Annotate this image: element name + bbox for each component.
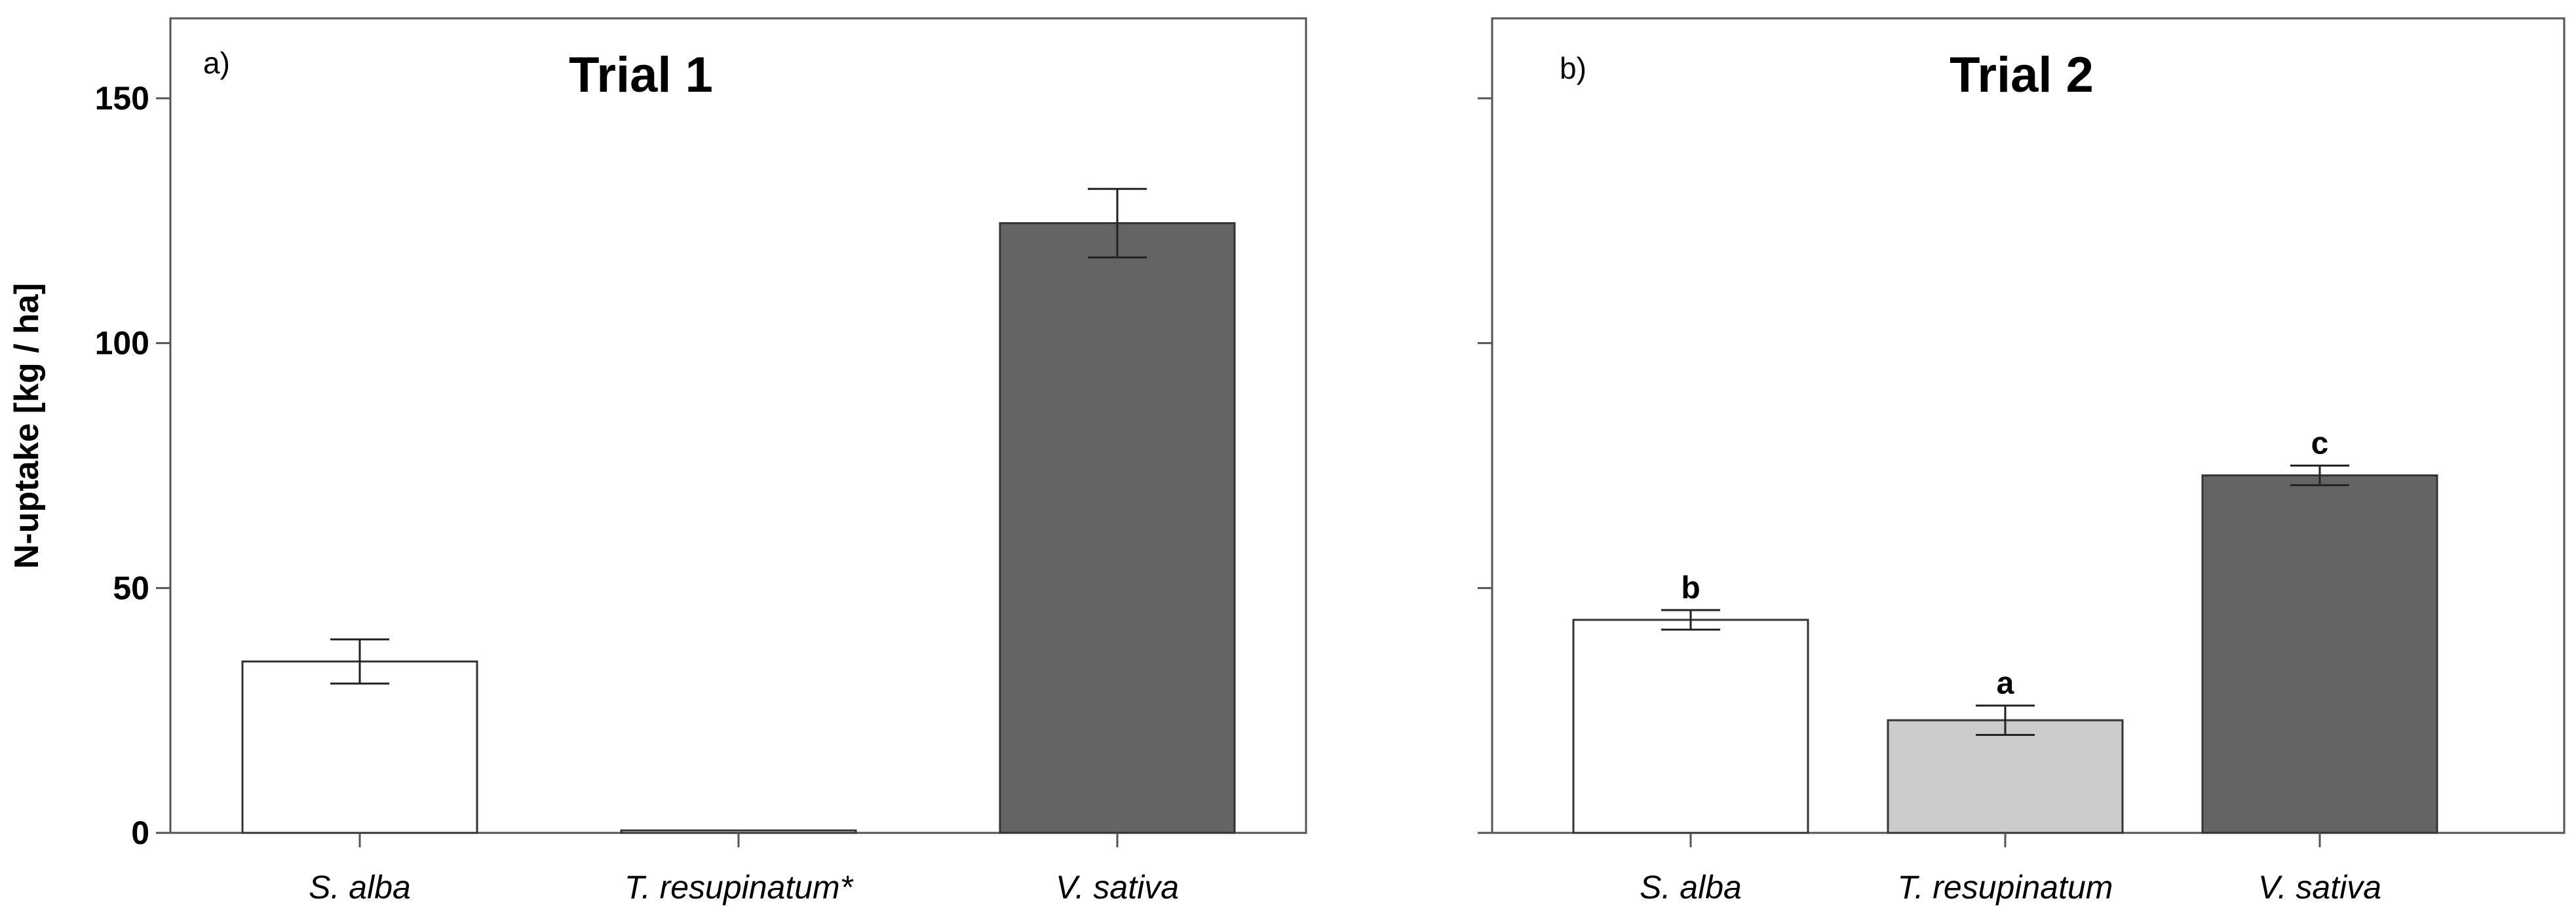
panel-a-title: Trial 1 [569, 47, 713, 103]
panel-a-y-ticks: 0 50 100 150 [95, 80, 170, 851]
bar-s-alba [241, 660, 478, 834]
category-label: V. sativa [2258, 869, 2381, 906]
y-tick-label: 50 [113, 569, 149, 606]
panel-a-category-labels: S. alba T. resupinatum* V. sativa [309, 833, 1179, 906]
panel-b-y-ticks [1478, 97, 1492, 834]
bar-s-alba [1572, 619, 1809, 834]
category-label: T. resupinatum [1898, 869, 2113, 906]
category-label: S. alba [309, 869, 411, 906]
panel-a-label: a) [203, 46, 230, 80]
panel-b-label: b) [1560, 51, 1586, 85]
panel-a-trial-1: a) Trial 1 0 50 100 150 S. alba T. resupinat… [95, 17, 1307, 906]
error-bar [2290, 465, 2349, 486]
panel-b-trial-2: b) Trial 2 b a c S. alba T. resupinatum V. s… [1478, 17, 2566, 906]
category-label: S. alba [1640, 869, 1742, 906]
category-label: T. resupinatum* [625, 869, 854, 906]
significance-label: c [2311, 427, 2329, 461]
significance-label: b [1681, 571, 1700, 605]
bar-t-resupinatum [1887, 719, 2124, 834]
y-tick-label: 150 [95, 80, 149, 117]
error-bar [1661, 609, 1720, 631]
panel-b-bars: b a c [1572, 427, 2438, 834]
bar-v-sativa [2201, 474, 2438, 834]
error-bar [1976, 704, 2035, 737]
error-bar [1088, 187, 1147, 259]
y-tick-label: 100 [95, 325, 149, 362]
panel-b-category-labels: S. alba T. resupinatum V. sativa [1640, 833, 2381, 906]
significance-label: a [1997, 666, 2014, 701]
category-label: V. sativa [1056, 869, 1179, 906]
y-tick-label: 0 [131, 815, 149, 851]
bar-v-sativa [999, 222, 1236, 834]
bar-t-resupinatum [620, 829, 857, 834]
y-axis-label: N-uptake [kg / ha] [8, 283, 46, 569]
error-bar [330, 638, 389, 685]
panel-b-title: Trial 2 [1950, 47, 2094, 103]
panel-a-bars [241, 187, 1236, 834]
